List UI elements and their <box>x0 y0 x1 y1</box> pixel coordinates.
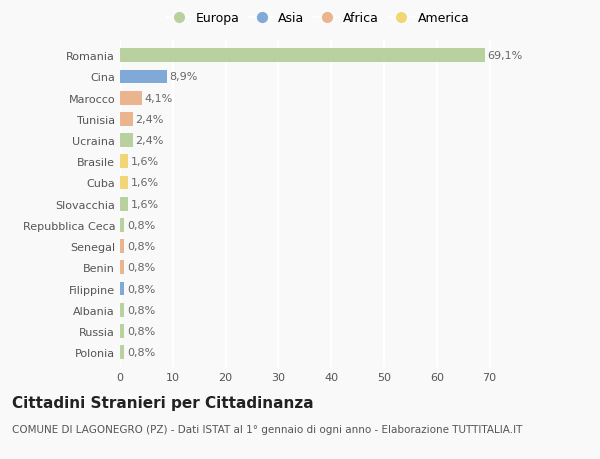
Text: 0,8%: 0,8% <box>127 241 155 252</box>
Bar <box>120 325 124 338</box>
Bar <box>120 282 124 296</box>
Text: Cittadini Stranieri per Cittadinanza: Cittadini Stranieri per Cittadinanza <box>12 395 314 410</box>
Text: 0,8%: 0,8% <box>127 305 155 315</box>
Text: 0,8%: 0,8% <box>127 284 155 294</box>
Bar <box>120 197 128 211</box>
Bar <box>120 91 142 105</box>
Text: 0,8%: 0,8% <box>127 326 155 336</box>
Bar <box>120 303 124 317</box>
Bar <box>120 134 133 148</box>
Text: 0,8%: 0,8% <box>127 263 155 273</box>
Text: 1,6%: 1,6% <box>131 199 159 209</box>
Bar <box>120 70 167 84</box>
Text: 69,1%: 69,1% <box>487 51 523 61</box>
Bar <box>120 261 124 274</box>
Text: 1,6%: 1,6% <box>131 157 159 167</box>
Bar <box>120 346 124 359</box>
Bar <box>120 113 133 127</box>
Bar <box>120 155 128 169</box>
Text: 2,4%: 2,4% <box>136 136 164 146</box>
Text: 0,8%: 0,8% <box>127 220 155 230</box>
Text: 4,1%: 4,1% <box>144 94 173 103</box>
Bar <box>120 49 485 63</box>
Bar <box>120 176 128 190</box>
Text: 2,4%: 2,4% <box>136 115 164 124</box>
Text: 0,8%: 0,8% <box>127 347 155 358</box>
Bar <box>120 218 124 232</box>
Text: 8,9%: 8,9% <box>170 73 198 82</box>
Text: COMUNE DI LAGONEGRO (PZ) - Dati ISTAT al 1° gennaio di ogni anno - Elaborazione : COMUNE DI LAGONEGRO (PZ) - Dati ISTAT al… <box>12 425 523 435</box>
Text: 1,6%: 1,6% <box>131 178 159 188</box>
Bar <box>120 240 124 253</box>
Legend: Europa, Asia, Africa, America: Europa, Asia, Africa, America <box>163 8 473 29</box>
